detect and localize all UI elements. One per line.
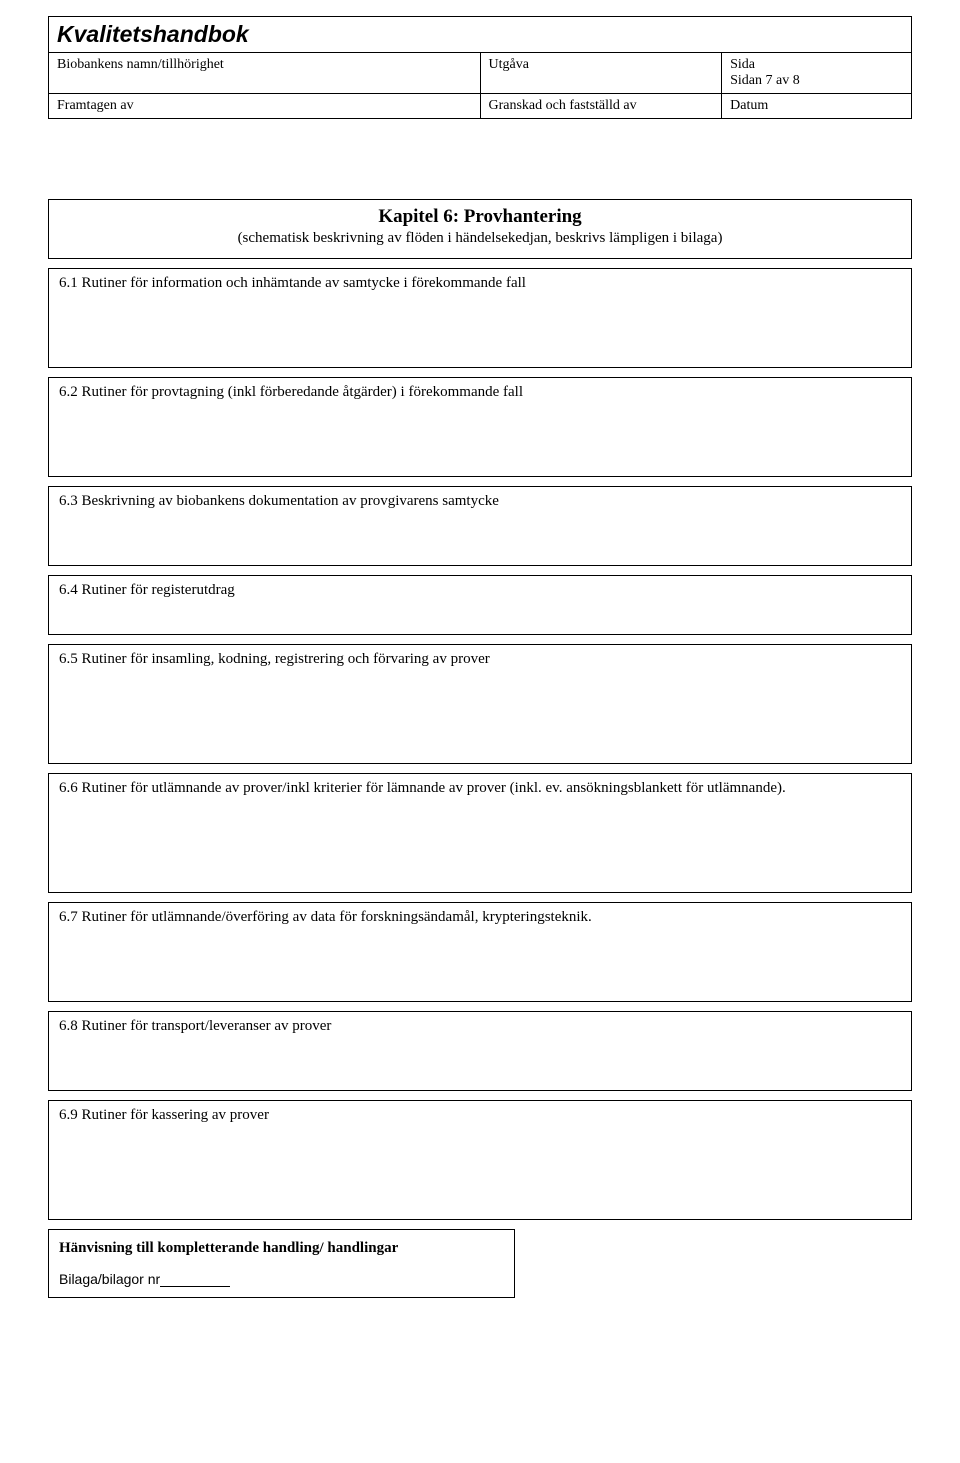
header-utgava-label: Utgåva [480, 53, 722, 94]
header-sida-label: Sida [730, 57, 755, 72]
section-6-6: 6.6 Rutiner för utlämnande av prover/ink… [48, 773, 912, 893]
section-6-5: 6.5 Rutiner för insamling, kodning, regi… [48, 644, 912, 764]
section-6-2: 6.2 Rutiner för provtagning (inkl förber… [48, 377, 912, 477]
header-page-number: Sidan 7 av 8 [730, 73, 800, 88]
section-6-6-text: 6.6 Rutiner för utlämnande av prover/ink… [59, 780, 786, 796]
section-6-7: 6.7 Rutiner för utlämnande/överföring av… [48, 902, 912, 1002]
header-datum-label: Datum [722, 94, 912, 119]
section-6-1: 6.1 Rutiner för information och inhämtan… [48, 268, 912, 368]
section-6-4-text: 6.4 Rutiner för registerutdrag [59, 582, 235, 598]
section-6-9-text: 6.9 Rutiner för kassering av prover [59, 1107, 269, 1123]
section-6-4: 6.4 Rutiner för registerutdrag [48, 575, 912, 635]
header-framtagen-label: Framtagen av [49, 94, 481, 119]
footer-heading: Hänvisning till kompletterande handling/… [59, 1240, 504, 1257]
section-6-3-text: 6.3 Beskrivning av biobankens dokumentat… [59, 493, 499, 509]
doc-title: Kvalitetshandbok [49, 17, 912, 53]
header-granskad-label: Granskad och fastställd av [480, 94, 722, 119]
footer-bilaga-label: Bilaga/bilagor nr [59, 1271, 160, 1287]
chapter-title: Kapitel 6: Provhantering [59, 206, 901, 228]
section-6-8: 6.8 Rutiner för transport/leveranser av … [48, 1011, 912, 1091]
section-6-9: 6.9 Rutiner för kassering av prover [48, 1100, 912, 1220]
footer-blank-line [160, 1286, 230, 1287]
header-sida-cell: Sida Sidan 7 av 8 [722, 53, 912, 94]
section-6-8-text: 6.8 Rutiner för transport/leveranser av … [59, 1018, 331, 1034]
chapter-heading-box: Kapitel 6: Provhantering (schematisk bes… [48, 199, 912, 259]
section-6-3: 6.3 Beskrivning av biobankens dokumentat… [48, 486, 912, 566]
section-6-2-text: 6.2 Rutiner för provtagning (inkl förber… [59, 384, 523, 400]
footer-reference-box: Hänvisning till kompletterande handling/… [48, 1229, 515, 1298]
section-6-7-text: 6.7 Rutiner för utlämnande/överföring av… [59, 909, 592, 925]
section-6-5-text: 6.5 Rutiner för insamling, kodning, regi… [59, 651, 490, 667]
header-biobank-label: Biobankens namn/tillhörighet [49, 53, 481, 94]
document-header: Kvalitetshandbok Biobankens namn/tillhör… [48, 16, 912, 119]
footer-bilaga-line: Bilaga/bilagor nr [59, 1271, 504, 1287]
chapter-subtitle: (schematisk beskrivning av flöden i händ… [59, 230, 901, 247]
section-6-1-text: 6.1 Rutiner för information och inhämtan… [59, 275, 526, 291]
